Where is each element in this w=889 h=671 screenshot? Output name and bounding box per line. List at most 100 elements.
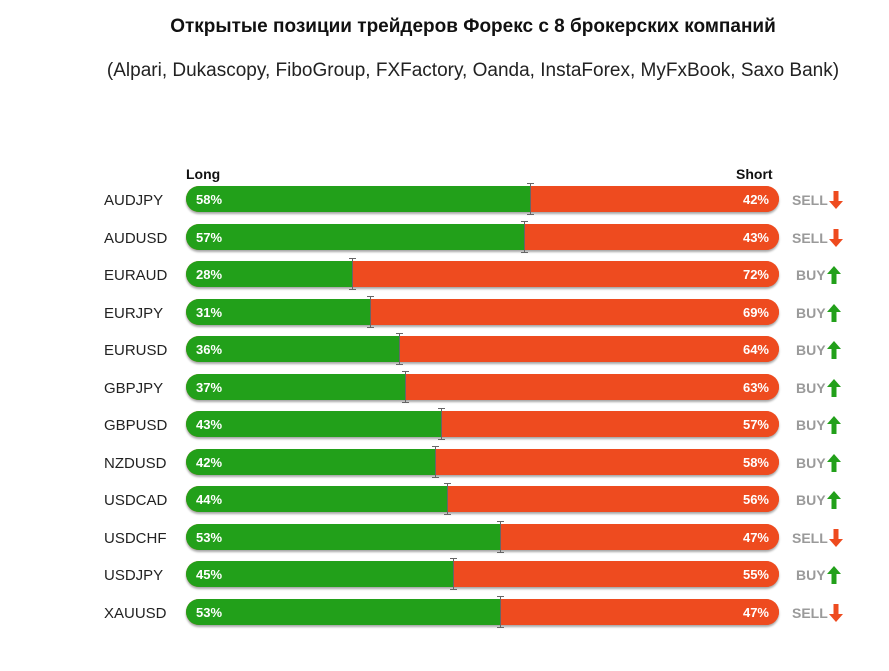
long-percent-label: 53% xyxy=(196,604,223,620)
buy-signal: BUY xyxy=(796,416,841,434)
long-percent-label: 36% xyxy=(196,342,223,357)
buy-signal: BUY xyxy=(796,341,841,359)
sell-signal: SELL xyxy=(792,191,843,209)
position-bar: 37% 63% xyxy=(186,370,779,403)
symbol-label: USDJPY xyxy=(104,567,164,584)
short-percent-label: 42% xyxy=(742,192,769,207)
signal-label: BUY xyxy=(796,379,826,396)
long-percent-label: 45% xyxy=(196,567,223,582)
long-segment xyxy=(186,261,352,287)
long-segment xyxy=(186,411,441,437)
signal-label: BUY xyxy=(796,267,826,283)
short-segment xyxy=(500,598,779,625)
arrow-down-icon xyxy=(828,191,843,209)
buy-signal: BUY xyxy=(796,491,841,509)
long-segment xyxy=(186,561,453,587)
short-percent-label: 47% xyxy=(742,604,769,620)
long-segment xyxy=(186,373,405,400)
short-header: Short xyxy=(736,166,773,182)
split-marker xyxy=(497,520,504,553)
long-percent-label: 37% xyxy=(196,379,223,395)
position-bar: 28% 72% xyxy=(186,258,779,290)
chart-row: XAUUSD 53% 47% SELL xyxy=(0,595,889,628)
long-percent-label: 58% xyxy=(196,192,223,207)
short-segment xyxy=(500,523,779,550)
position-bar: 44% 56% xyxy=(186,483,779,515)
buy-signal: BUY xyxy=(796,453,841,472)
split-marker xyxy=(432,445,439,478)
chart-row: USDCHF 53% 47% SELL xyxy=(0,520,889,553)
long-segment xyxy=(186,598,500,625)
long-segment xyxy=(186,298,370,325)
long-segment xyxy=(186,186,530,212)
split-marker xyxy=(349,258,356,290)
long-percent-label: 53% xyxy=(196,529,223,545)
arrow-down-icon xyxy=(828,228,843,247)
symbol-label: USDCAD xyxy=(104,492,168,509)
signal-label: SELL xyxy=(792,529,828,546)
arrow-up-icon xyxy=(826,453,841,472)
chart-row: NZDUSD 42% 58% BUY xyxy=(0,445,889,478)
symbol-label: AUDUSD xyxy=(104,229,168,247)
buy-signal: BUY xyxy=(796,378,841,397)
long-segment xyxy=(186,486,447,512)
short-segment xyxy=(370,298,779,325)
short-segment xyxy=(435,448,779,475)
symbol-label: EURJPY xyxy=(104,304,164,322)
short-segment xyxy=(405,373,779,400)
arrow-up-icon xyxy=(826,378,841,397)
arrow-up-icon xyxy=(826,491,841,509)
sell-signal: SELL xyxy=(792,228,843,247)
position-bar: 58% 42% xyxy=(186,183,779,215)
split-marker xyxy=(402,370,409,403)
signal-label: BUY xyxy=(796,492,826,508)
position-bar: 43% 57% xyxy=(186,408,779,440)
buy-signal: BUY xyxy=(796,303,841,322)
buy-signal: BUY xyxy=(796,266,841,284)
split-marker xyxy=(444,483,451,515)
arrow-down-icon xyxy=(828,603,843,622)
short-segment xyxy=(399,336,779,362)
long-percent-label: 43% xyxy=(196,417,223,432)
signal-label: SELL xyxy=(792,192,828,208)
arrow-up-icon xyxy=(826,416,841,434)
chart-row: EURUSD 36% 64% BUY xyxy=(0,333,889,365)
signal-label: BUY xyxy=(796,417,826,433)
long-segment xyxy=(186,523,500,550)
symbol-label: XAUUSD xyxy=(104,604,167,622)
symbol-label: EURUSD xyxy=(104,342,168,359)
short-percent-label: 43% xyxy=(742,229,769,245)
symbol-label: GBPUSD xyxy=(104,417,168,434)
long-percent-label: 42% xyxy=(196,454,223,470)
position-bar: 36% 64% xyxy=(186,333,779,365)
signal-label: BUY xyxy=(796,342,826,358)
long-segment xyxy=(186,336,399,362)
symbol-label: USDCHF xyxy=(104,529,167,547)
chart-row: EURJPY 31% 69% BUY xyxy=(0,295,889,328)
position-bar: 53% 47% xyxy=(186,595,779,628)
chart-row: EURAUD 28% 72% BUY xyxy=(0,258,889,290)
short-percent-label: 56% xyxy=(742,492,769,507)
arrow-up-icon xyxy=(826,266,841,284)
short-segment xyxy=(447,486,779,512)
split-marker xyxy=(497,595,504,628)
short-percent-label: 58% xyxy=(742,454,769,470)
short-percent-label: 69% xyxy=(742,304,769,320)
short-segment xyxy=(441,411,779,437)
signal-label: BUY xyxy=(796,567,826,583)
position-bar: 31% 69% xyxy=(186,295,779,328)
buy-signal: BUY xyxy=(796,566,841,584)
arrow-up-icon xyxy=(826,303,841,322)
sell-signal: SELL xyxy=(792,528,843,547)
symbol-label: EURAUD xyxy=(104,267,168,284)
position-bar: 42% 58% xyxy=(186,445,779,478)
short-percent-label: 72% xyxy=(742,267,769,282)
short-percent-label: 47% xyxy=(742,529,769,545)
long-segment xyxy=(186,448,435,475)
split-marker xyxy=(438,408,445,440)
short-segment xyxy=(453,561,779,587)
chart-row: AUDJPY 58% 42% SELL xyxy=(0,183,889,215)
long-segment xyxy=(186,223,524,250)
long-percent-label: 44% xyxy=(196,492,223,507)
chart-subtitle: (Alpari, Dukascopy, FiboGroup, FXFactory… xyxy=(106,60,840,81)
